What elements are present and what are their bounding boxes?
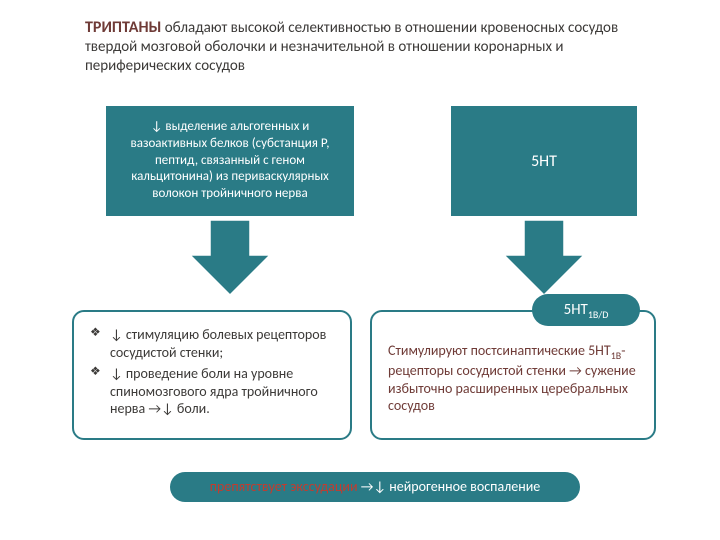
list-item-text: ↓ стимуляцию болевых рецепторов сосудист…	[110, 326, 326, 361]
list-item-text: ↓ проведение боли на уровне спиномозгово…	[110, 365, 318, 417]
arrow-left-icon	[190, 220, 270, 295]
panel-left: ↓ стимуляцию болевых рецепторов сосудист…	[72, 310, 352, 440]
badge-sub: 1B/D	[588, 308, 609, 321]
title-accent: ТРИПТАНЫ	[85, 18, 161, 37]
title-rest: обладают высокой селективностью в отноше…	[85, 19, 618, 75]
bottom-white: →↓ нейрогенное воспаление	[358, 478, 541, 495]
slide: ТРИПТАНЫ обладают высокой селективностью…	[0, 0, 720, 540]
top-left-box-text: ↓ выделение альгогенных и вазоактивных б…	[116, 119, 344, 203]
panel-right-pre: Стимулируют постсинаптические 5НТ	[388, 342, 611, 359]
receptor-badge: 5НТ1B/D	[532, 294, 640, 326]
top-right-box-text: 5НТ	[531, 152, 557, 171]
panel-right-sub: 1В	[611, 349, 622, 362]
arrow-right-icon	[504, 220, 584, 295]
bottom-bar: препятствует экссудации →↓ нейрогенное в…	[170, 472, 580, 502]
slide-title: ТРИПТАНЫ обладают высокой селективностью…	[85, 18, 645, 76]
badge-pre: 5НТ	[564, 301, 588, 319]
top-left-box: ↓ выделение альгогенных и вазоактивных б…	[105, 105, 355, 217]
panel-left-list: ↓ стимуляцию болевых рецепторов сосудист…	[90, 326, 334, 418]
bottom-red: препятствует экссудации	[210, 478, 358, 495]
list-item: ↓ проведение боли на уровне спиномозгово…	[90, 365, 334, 418]
panel-right: Стимулируют постсинаптические 5НТ1В-реце…	[370, 310, 656, 440]
list-item: ↓ стимуляцию болевых рецепторов сосудист…	[90, 326, 334, 361]
top-right-box: 5НТ	[450, 105, 638, 217]
